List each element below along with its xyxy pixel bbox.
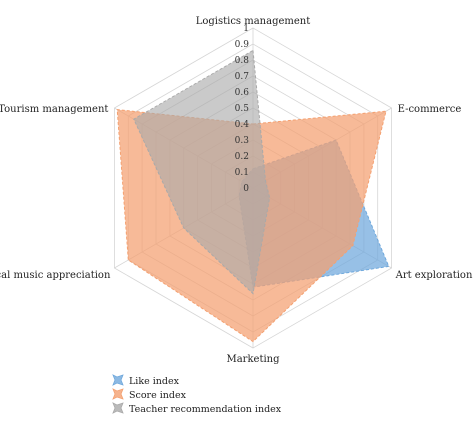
axis-label: Marketing [226,354,280,365]
tick-label: 0.8 [235,56,250,66]
radar-ticks: 0 0.1 0.2 0.3 0.4 0.5 0.6 0.7 0.8 0.9 1 [235,24,250,194]
tick-label: 0.6 [235,88,250,98]
legend-swatch [112,402,124,414]
tick-label: 1 [243,24,249,34]
axis-label: E-commerce [398,104,462,115]
radar-series [116,49,390,343]
legend-label: Like index [129,376,180,387]
legend: Like index Score index Teacher recommendat… [112,374,282,415]
axis-label: Art exploration [395,270,473,281]
tick-label: 0.7 [235,72,250,82]
tick-label: 0.3 [235,136,250,146]
legend-swatch [112,388,124,400]
tick-label: 0 [243,184,249,194]
legend-swatch [112,374,124,386]
tick-label: 0.5 [235,104,250,114]
radar-axis-labels: Logistics management E-commerce Art explor… [0,16,473,365]
axis-label: Classical music appreciation [0,270,111,281]
axis-label: Logistics management [196,16,311,27]
tick-label: 0.2 [235,152,249,162]
series-polygon-2 [133,49,271,295]
tick-label: 0.4 [235,120,250,130]
legend-label: Score index [129,390,187,401]
axis-label: Tourism management [0,104,108,115]
tick-label: 0.9 [235,40,250,50]
tick-label: 0.1 [235,168,249,178]
legend-label: Teacher recommendation index [129,404,282,415]
